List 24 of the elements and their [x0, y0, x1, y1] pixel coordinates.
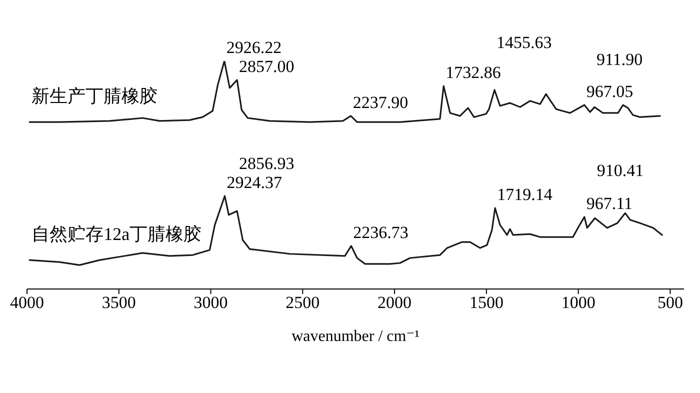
- annotation: 1719.14: [497, 184, 553, 204]
- annotation: 911.90: [596, 50, 643, 69]
- annotation: 2924.37: [226, 172, 282, 192]
- series-label: 自然贮存12a丁腈橡胶: [32, 224, 202, 244]
- annotation: 967.05: [586, 82, 634, 101]
- series-label: 新生产丁腈橡胶: [32, 86, 158, 106]
- annotation: 2856.93: [239, 154, 294, 173]
- annotation: 2237.90: [352, 92, 408, 112]
- annotation: 2926.22: [226, 38, 282, 57]
- x-tick-label: 2000: [378, 293, 412, 312]
- x-axis-title: wavenumber / cm⁻¹: [292, 328, 420, 345]
- x-tick-label: 4000: [10, 293, 44, 312]
- annotation: 2857.00: [239, 56, 294, 76]
- x-tick-label: 2500: [286, 293, 320, 312]
- x-tick-label: 1500: [469, 293, 504, 312]
- annotation: 1455.63: [496, 32, 552, 52]
- x-tick-label: 500: [657, 293, 683, 312]
- x-tick-label: 1000: [561, 293, 596, 312]
- annotation: 967.11: [586, 194, 633, 213]
- x-tick-label: 3500: [102, 293, 136, 312]
- x-tick-label: 3000: [194, 293, 228, 312]
- annotation: 1732.86: [446, 62, 501, 82]
- annotation: 2236.73: [353, 222, 408, 242]
- annotation: 910.41: [596, 161, 644, 180]
